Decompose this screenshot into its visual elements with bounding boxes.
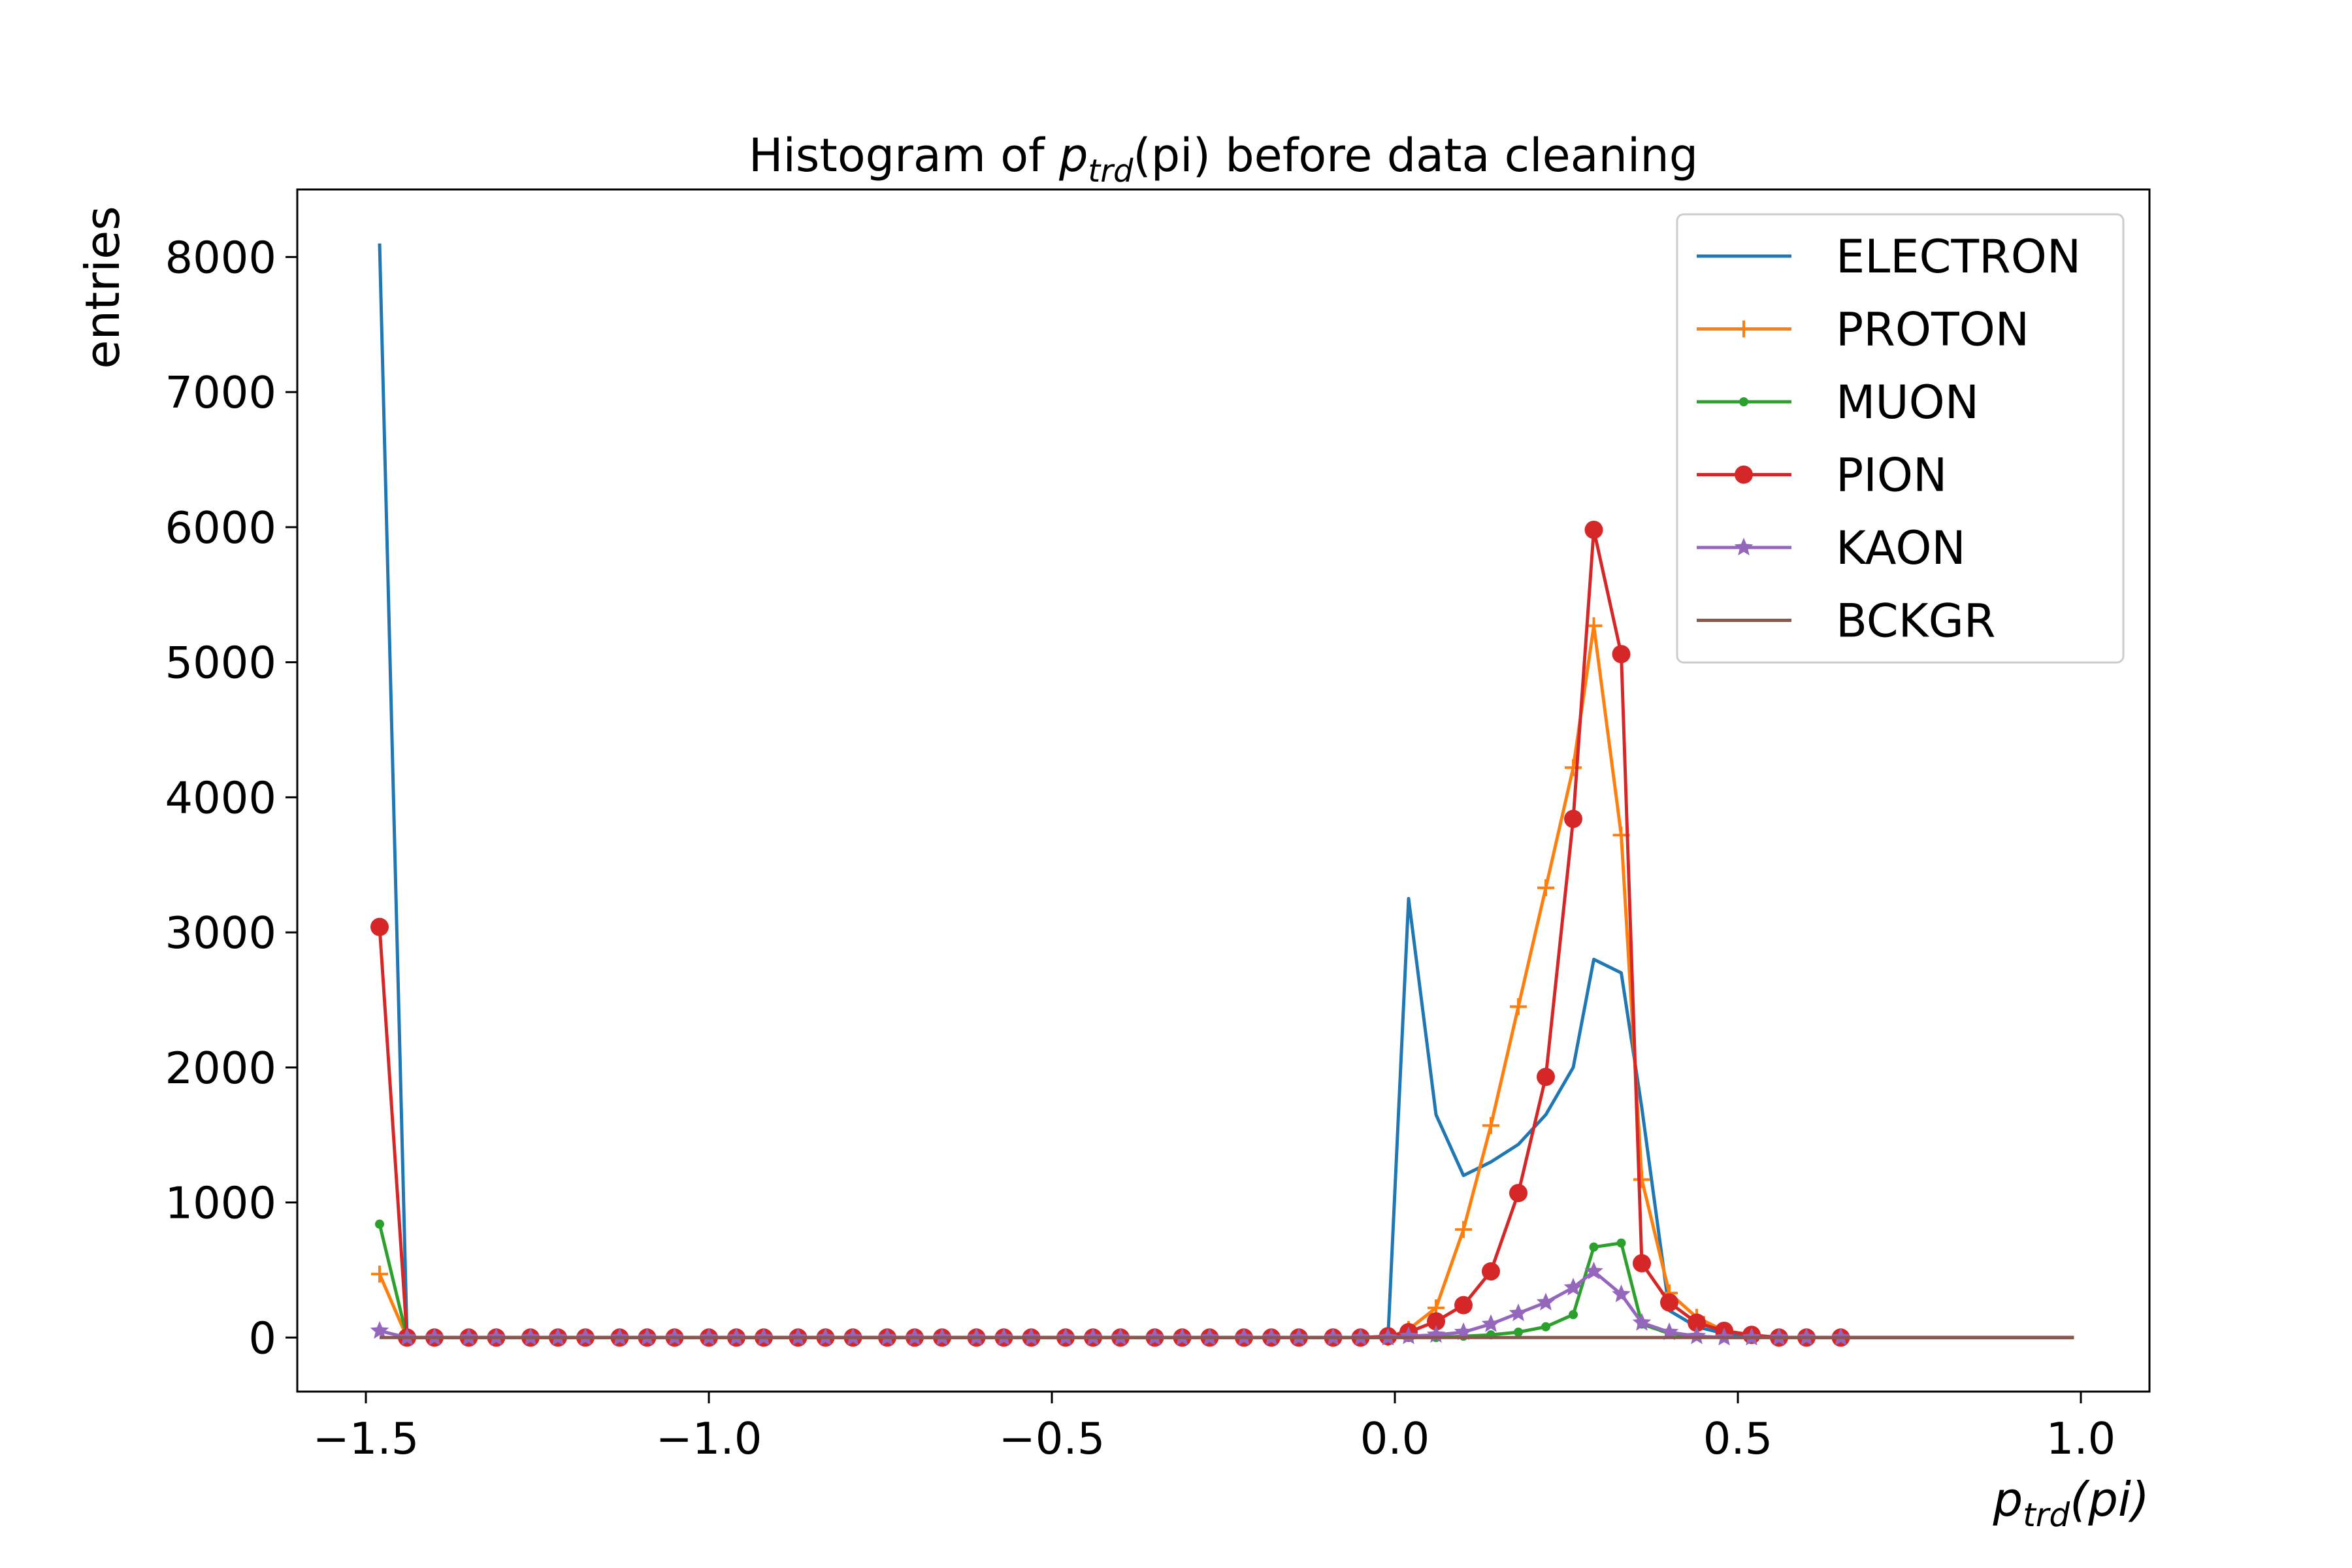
data-point-muon (1514, 1328, 1523, 1337)
data-point-kaon (1632, 1313, 1652, 1331)
data-point-proton (1633, 1171, 1650, 1188)
data-point-kaon (1563, 1277, 1583, 1296)
data-point-pion (1482, 1262, 1500, 1281)
data-point-kaon (1584, 1262, 1603, 1280)
x-label-sub: trd (2023, 1496, 2070, 1534)
x-tick-label: 0.0 (1360, 1413, 1430, 1464)
data-point-pion (1564, 809, 1582, 828)
data-point-kaon (1659, 1322, 1679, 1341)
legend-marker-proton (1735, 320, 1752, 338)
y-tick-label: 2000 (165, 1043, 276, 1094)
data-point-proton (1565, 759, 1582, 776)
data-point-pion (1688, 1313, 1706, 1332)
x-tick-label: 1.0 (2046, 1413, 2116, 1464)
legend-entry-proton: PROTON (1697, 303, 2029, 357)
y-axis-label: entries (75, 206, 130, 369)
legend-label-kaon: KAON (1836, 521, 1966, 575)
data-point-pion (1509, 1184, 1527, 1203)
data-point-muon (1616, 1238, 1626, 1248)
title-var-sub: trd (1088, 153, 1134, 189)
chart-title: Histogram of ptrd(pi) before data cleani… (749, 129, 1698, 189)
data-point-proton (1482, 1117, 1499, 1134)
legend-entry-kaon: KAON (1697, 521, 1966, 575)
data-point-kaon (1687, 1326, 1707, 1345)
series-layer (370, 243, 2074, 1347)
legend-entry-pion: PION (1697, 449, 1947, 502)
legend-entry-muon: MUON (1697, 376, 1979, 429)
data-point-proton (1537, 879, 1554, 896)
title-var-base: p (1058, 129, 1088, 182)
data-point-proton (371, 1266, 388, 1283)
data-point-pion (1584, 520, 1603, 539)
y-tick-label: 7000 (165, 367, 276, 418)
data-point-pion (1612, 645, 1631, 664)
data-point-proton (1510, 998, 1527, 1015)
data-point-proton (1455, 1220, 1472, 1238)
legend-label-muon: MUON (1836, 376, 1979, 429)
data-point-kaon (370, 1321, 389, 1339)
plot-frame (296, 188, 2151, 1393)
y-tick-label: 3000 (165, 907, 276, 958)
x-tick-label: −1.0 (656, 1413, 762, 1464)
x-label-base: p (1993, 1472, 2023, 1527)
x-tick-label: −0.5 (999, 1413, 1105, 1464)
legend-entry-bckgr: BCKGR (1697, 595, 1995, 648)
data-point-kaon (1454, 1322, 1473, 1341)
legend-label-proton: PROTON (1836, 303, 2029, 357)
legend-label-pion: PION (1836, 449, 1947, 502)
legend-entry-electron: ELECTRON (1697, 230, 2081, 284)
title-suffix: before data cleaning (1211, 129, 1698, 182)
data-point-kaon (1481, 1314, 1501, 1332)
title-var-arg: (pi) (1133, 129, 1211, 182)
legend-marker-kaon (1734, 538, 1754, 556)
data-point-muon (1569, 1310, 1578, 1320)
legend: ELECTRON PROTON MUON PION KAON BCKGR (1676, 213, 2125, 664)
title-prefix: Histogram of (749, 129, 1059, 182)
data-point-pion (1454, 1296, 1473, 1315)
data-point-muon (375, 1219, 384, 1229)
legend-label-bckgr: BCKGR (1836, 595, 1995, 648)
y-tick-label: 1000 (165, 1178, 276, 1229)
legend-box (1676, 213, 2125, 664)
y-axis-ticks: 0 1000 2000 3000 4000 5000 6000 7000 8000 (165, 232, 297, 1364)
x-label-arg: (pi) (2070, 1472, 2149, 1527)
data-point-kaon (1536, 1292, 1556, 1311)
data-point-pion (1537, 1068, 1555, 1086)
data-point-kaon (1509, 1303, 1528, 1322)
data-point-pion (370, 917, 389, 936)
y-tick-label: 5000 (165, 638, 276, 689)
data-point-kaon (1399, 1326, 1418, 1345)
x-axis-ticks: −1.5 −1.0 −0.5 0.0 0.5 1.0 (313, 1392, 2116, 1464)
legend-marker-pion (1735, 465, 1753, 484)
legend-marker-muon (1739, 397, 1748, 406)
data-point-pion (1660, 1293, 1678, 1312)
x-axis-label: ptrd(pi) (1993, 1472, 2150, 1534)
data-point-pion (1633, 1254, 1651, 1273)
legend-label-electron: ELECTRON (1836, 230, 2081, 284)
data-point-pion (1427, 1312, 1445, 1331)
y-tick-label: 0 (248, 1313, 276, 1364)
data-point-muon (1541, 1322, 1550, 1331)
data-point-kaon (1612, 1284, 1631, 1303)
x-tick-label: −1.5 (313, 1413, 419, 1464)
y-tick-label: 6000 (165, 502, 276, 553)
y-tick-label: 4000 (165, 772, 276, 823)
x-tick-label: 0.5 (1703, 1413, 1773, 1464)
y-tick-label: 8000 (165, 232, 276, 283)
data-point-muon (1589, 1242, 1599, 1252)
